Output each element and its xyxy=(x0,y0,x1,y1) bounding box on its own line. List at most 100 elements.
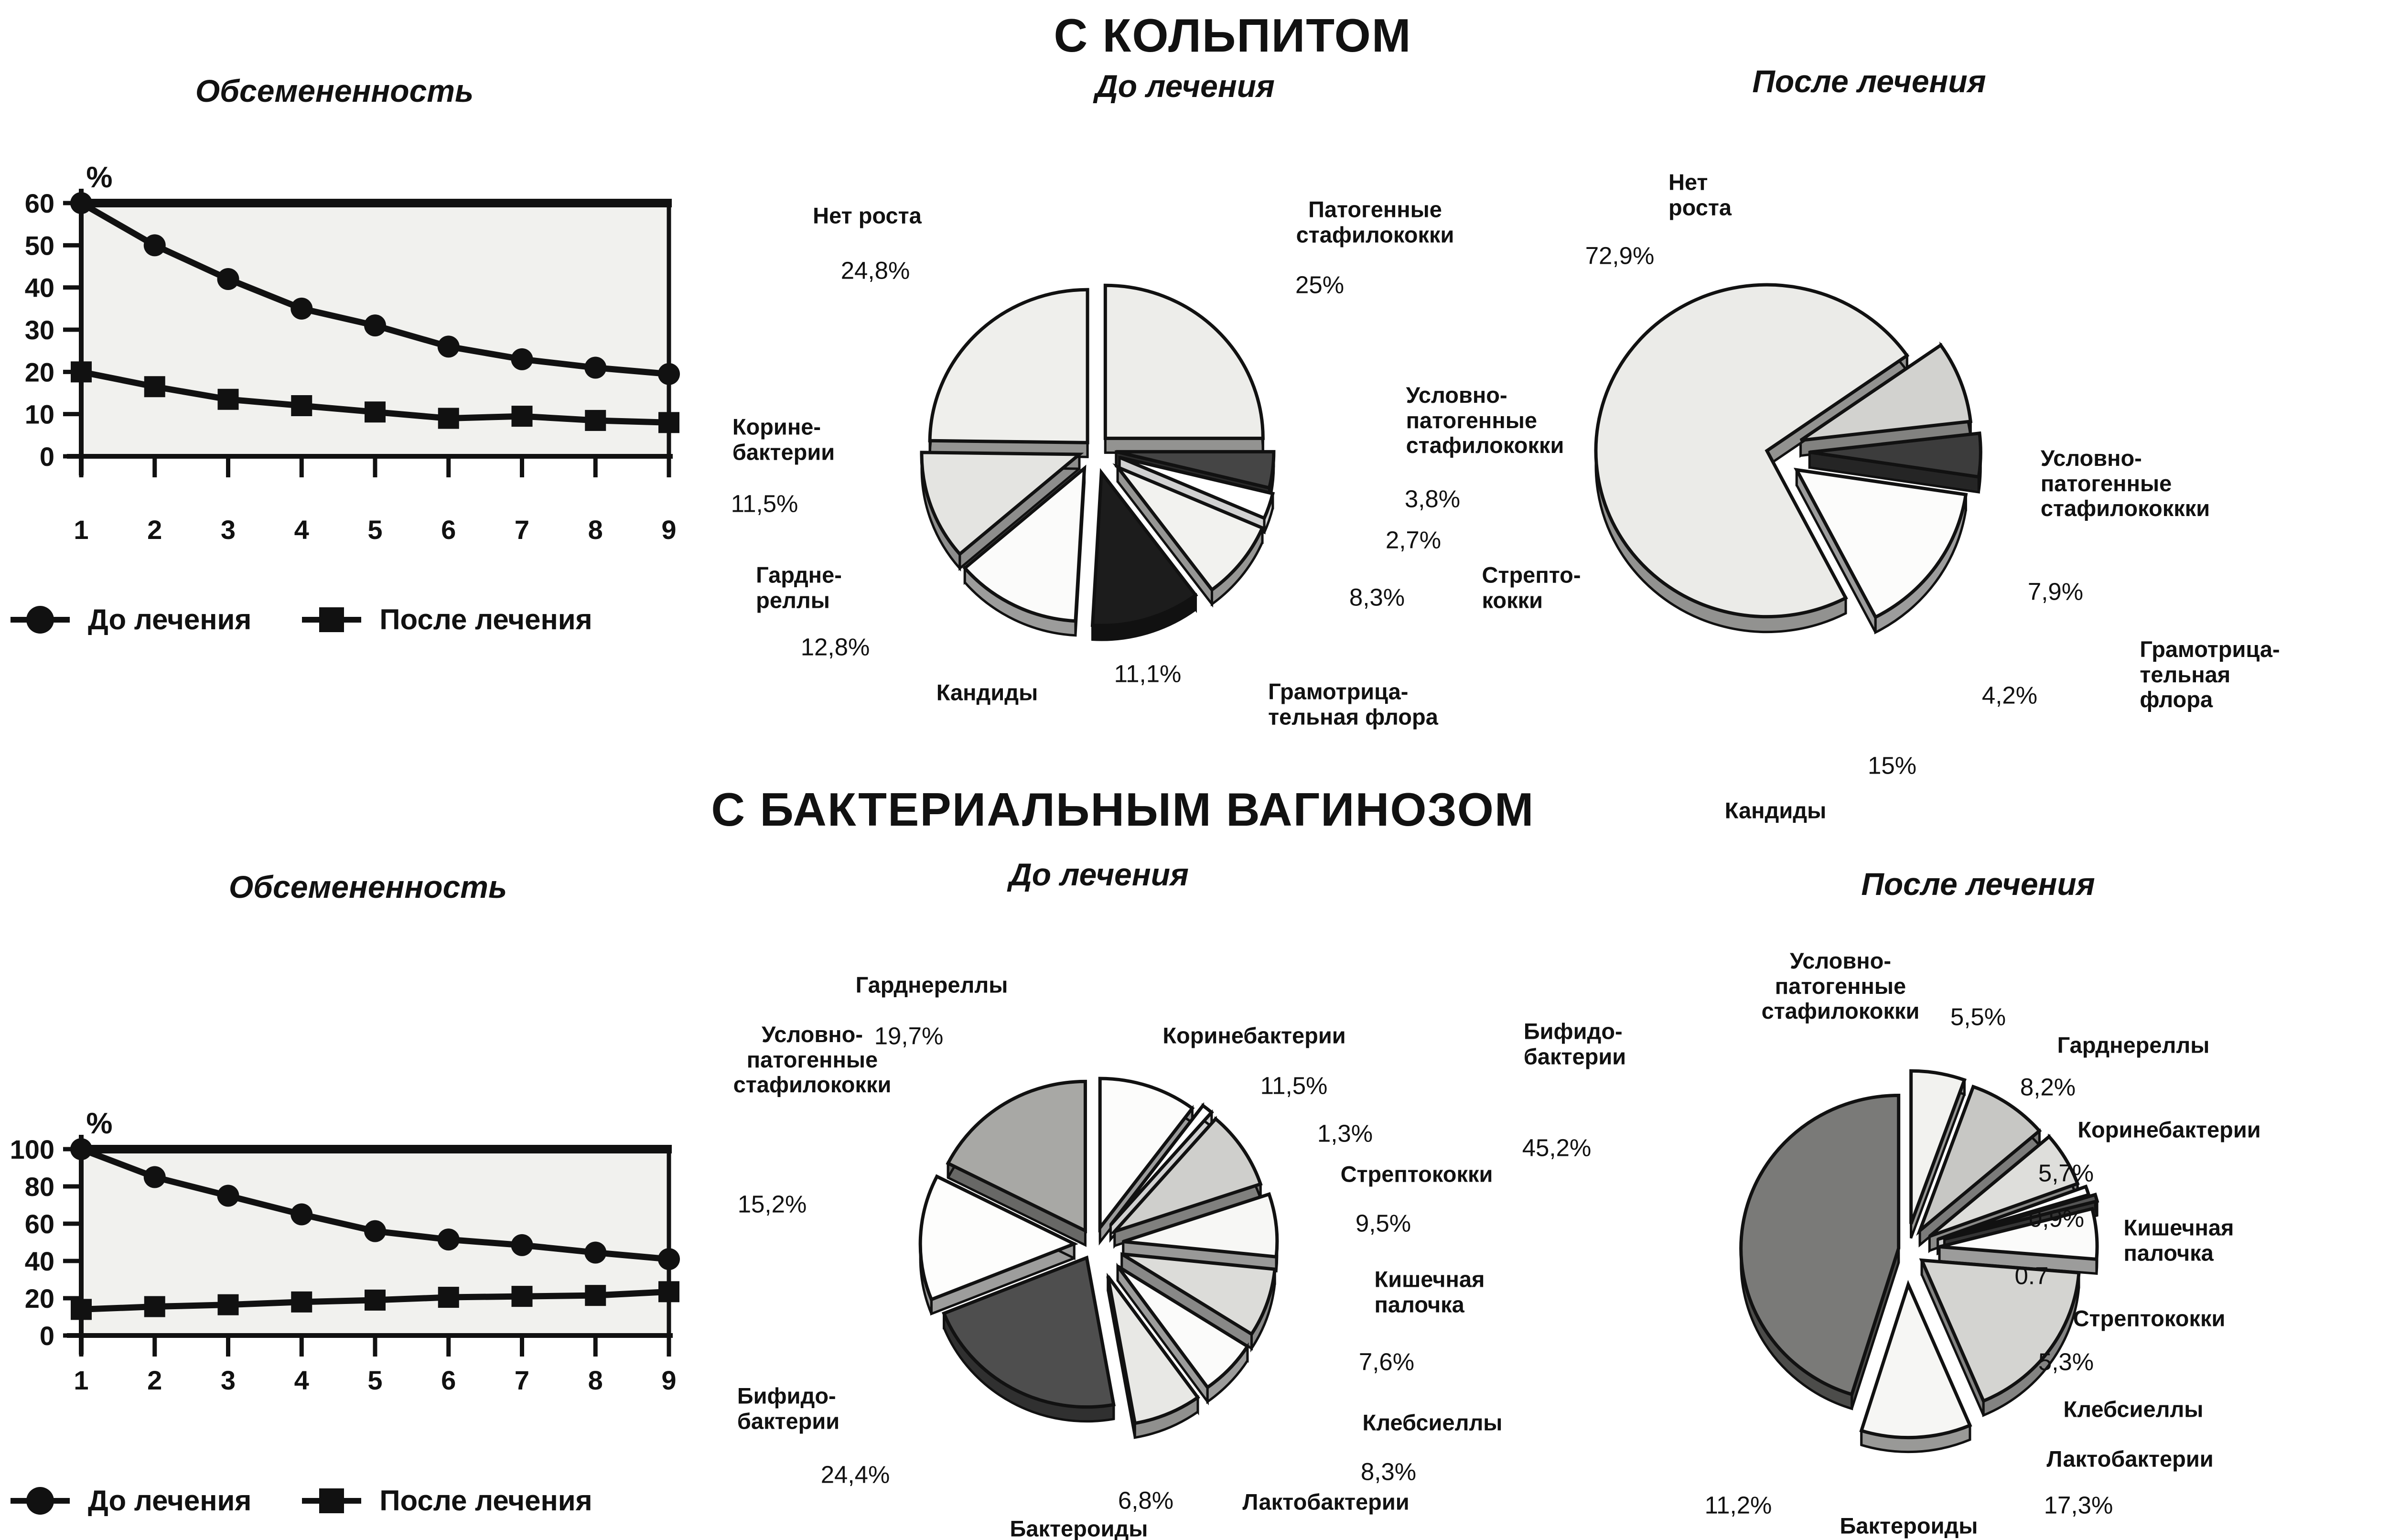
x-tick-label: 9 xyxy=(661,515,676,545)
pie-slice xyxy=(1120,1252,1277,1336)
subtitle-contamination-vaginosis: Обсемененность xyxy=(228,869,507,905)
pie-slice xyxy=(928,288,1089,444)
x-tick-label: 6 xyxy=(441,515,456,545)
x-tick-label: 9 xyxy=(661,1365,676,1395)
subtitle-contamination-colpitis: Обсемененность xyxy=(195,73,474,108)
x-tick-label: 5 xyxy=(367,1365,382,1395)
x-tick-label: 8 xyxy=(588,515,603,545)
data-point-square xyxy=(585,1285,606,1306)
data-point-square xyxy=(365,1289,386,1311)
y-tick-label: 80 xyxy=(25,1172,54,1202)
legend-label-after: После лечения xyxy=(379,1485,592,1517)
pie-slice xyxy=(941,1255,1116,1409)
data-point-square xyxy=(365,401,386,423)
data-point-circle xyxy=(437,335,460,358)
legend-label-before: До лечения xyxy=(88,1485,252,1517)
data-point-square xyxy=(144,376,165,398)
x-tick-label: 3 xyxy=(221,1365,236,1395)
data-point-circle xyxy=(70,1138,92,1160)
x-tick-label: 2 xyxy=(147,1365,162,1395)
data-point-circle xyxy=(511,1234,533,1256)
data-point-circle xyxy=(584,356,607,379)
data-point-circle xyxy=(364,314,386,337)
data-point-circle xyxy=(437,1228,460,1251)
pie-slice xyxy=(1739,1093,1901,1397)
data-point-circle xyxy=(511,348,533,370)
circle-marker-icon xyxy=(11,616,70,623)
pie-slice xyxy=(1119,455,1275,520)
data-point-circle xyxy=(217,268,239,290)
y-tick-label: 40 xyxy=(25,273,54,303)
x-tick-label: 2 xyxy=(147,515,162,545)
pie-slice xyxy=(1937,1184,2091,1241)
data-point-circle xyxy=(658,363,680,385)
data-point-square xyxy=(291,395,312,416)
x-tick-label: 4 xyxy=(294,515,309,545)
y-tick-label: 40 xyxy=(25,1246,54,1276)
subtitle-after-treatment-vaginosis: После лечения xyxy=(1861,866,2095,902)
pie-slice xyxy=(1799,343,1973,442)
pie-slice xyxy=(1939,1206,2099,1261)
data-point-square xyxy=(144,1296,165,1317)
data-point-circle xyxy=(364,1220,386,1242)
pie-slice xyxy=(1793,467,1968,620)
pie-slice xyxy=(1122,1192,1279,1259)
x-tick-label: 1 xyxy=(74,1365,88,1395)
circle-marker-icon xyxy=(11,1497,70,1504)
legend-label-before: До лечения xyxy=(88,603,252,635)
pie-slice xyxy=(1944,1192,2099,1241)
subtitle-after-treatment-colpitis: После лечения xyxy=(1752,64,1986,99)
data-point-circle xyxy=(658,1248,680,1271)
data-point-square xyxy=(511,1286,533,1307)
data-point-square xyxy=(438,408,459,429)
pie-slice xyxy=(946,1079,1087,1234)
pie-slice xyxy=(1919,1258,2081,1403)
pie-slice xyxy=(1109,1116,1263,1235)
pie-slice xyxy=(1916,1084,2042,1236)
legend-label-after: После лечения xyxy=(379,603,592,635)
y-tick-label: 60 xyxy=(25,1209,54,1239)
x-tick-label: 7 xyxy=(515,1365,529,1395)
pie-slice xyxy=(962,464,1087,623)
data-point-square xyxy=(217,388,239,410)
pie-slice xyxy=(920,451,1084,557)
data-point-square xyxy=(658,412,679,433)
x-tick-label: 8 xyxy=(588,1365,603,1395)
y-tick-label: 20 xyxy=(25,1283,54,1314)
data-point-circle xyxy=(217,1185,239,1207)
data-point-circle xyxy=(143,1166,166,1188)
pie-slice xyxy=(1859,1280,1972,1440)
pie-slice xyxy=(1109,1103,1214,1227)
data-point-circle xyxy=(584,1241,607,1264)
x-tick-label: 4 xyxy=(294,1365,309,1395)
x-tick-label: 5 xyxy=(367,515,382,545)
data-point-circle xyxy=(291,1203,313,1226)
y-axis-unit: % xyxy=(86,1107,112,1140)
y-tick-label: 100 xyxy=(10,1134,54,1164)
pie-slice xyxy=(1090,468,1198,627)
pie-slice xyxy=(1103,283,1265,440)
pie-slice xyxy=(1594,283,1910,619)
y-tick-label: 30 xyxy=(25,315,54,345)
section-title-colpitis: С КОЛЬПИТОМ xyxy=(1054,9,1412,62)
data-point-square xyxy=(585,409,606,431)
section-title-vaginosis: С БАКТЕРИАЛЬНЫМ ВАГИНОЗОМ xyxy=(711,783,1535,836)
data-point-circle xyxy=(291,297,313,320)
pie-slice xyxy=(1116,450,1276,490)
data-point-square xyxy=(511,406,533,427)
x-tick-label: 3 xyxy=(221,515,236,545)
x-tick-label: 1 xyxy=(74,515,88,545)
pie-slice xyxy=(1909,1069,1967,1225)
data-point-square xyxy=(71,361,92,383)
pie-slice xyxy=(1112,463,1265,592)
data-point-square xyxy=(658,1281,679,1303)
pie-slice xyxy=(1928,1134,2080,1238)
y-tick-label: 50 xyxy=(25,230,54,260)
data-point-square xyxy=(438,1287,459,1308)
pie-slice xyxy=(918,1174,1078,1302)
data-point-circle xyxy=(70,192,92,214)
pie-slice xyxy=(1106,1275,1200,1425)
subtitle-before-treatment-colpitis: До лечения xyxy=(1095,68,1275,104)
pie-slice xyxy=(1098,1077,1195,1233)
